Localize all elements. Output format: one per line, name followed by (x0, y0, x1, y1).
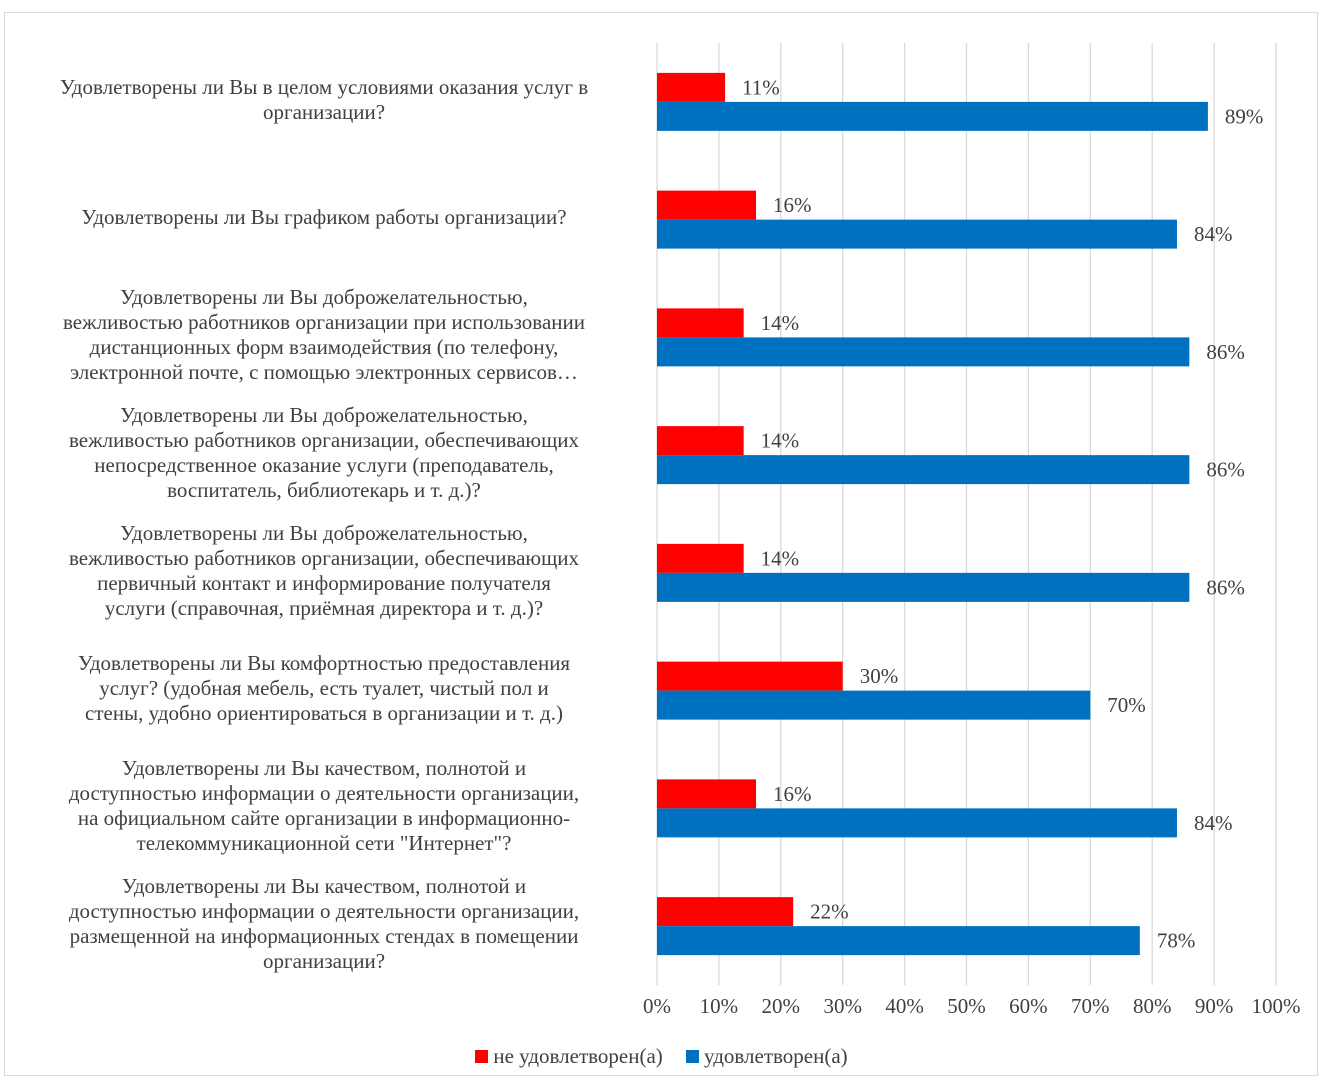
category-label-line: стены, удобно ориентироваться в организа… (85, 701, 563, 726)
category-label-line: Удовлетворены ли Вы в целом условиями ок… (59, 74, 589, 99)
data-label: 11% (742, 75, 780, 99)
data-label: 70% (1107, 693, 1146, 717)
x-tick-label: 70% (1071, 994, 1110, 1018)
category-label-line: дистанционных форм взаимодействия (по те… (89, 335, 559, 360)
category-label-line: вежливостью работников организации, обес… (68, 545, 580, 570)
x-tick-label: 0% (643, 994, 671, 1018)
bar-not-satisfied (657, 308, 744, 338)
data-label: 16% (773, 193, 812, 217)
data-label: 78% (1157, 929, 1196, 953)
bar-not-satisfied (657, 779, 757, 809)
x-tick-label: 50% (947, 994, 986, 1018)
x-tick-label: 80% (1133, 994, 1172, 1018)
category-label-line: организации? (262, 99, 386, 124)
data-label: 14% (761, 311, 800, 335)
data-label: 86% (1206, 575, 1245, 599)
category-label: Удовлетворены ли Вы доброжелательностью,… (10, 521, 638, 621)
category-label-line: на официальном сайте организации в инфор… (77, 806, 571, 831)
category-label-line: телекоммуникационной сети "Интернет"? (136, 831, 512, 856)
category-label-line: вежливостью работников организации при и… (63, 310, 585, 335)
category-label-line: непосредственное оказание услуги (препод… (94, 453, 554, 478)
bar-satisfied (657, 455, 1190, 485)
legend-swatch-satisfied (686, 1050, 700, 1063)
bar-not-satisfied (657, 72, 726, 102)
bar-not-satisfied (657, 543, 744, 573)
legend: не удовлетворен(а) удовлетворен(а) (0, 1044, 1323, 1069)
data-label: 22% (810, 900, 849, 924)
category-label: Удовлетворены ли Вы комфортностью предос… (10, 651, 638, 726)
bar-not-satisfied (657, 897, 794, 927)
data-label: 89% (1225, 104, 1264, 128)
x-tick-label: 60% (1009, 994, 1048, 1018)
bar-satisfied (657, 690, 1091, 720)
category-label-line: Удовлетворены ли Вы качеством, полнотой … (121, 874, 527, 899)
chart-frame (4, 12, 1318, 1076)
data-label: 14% (761, 546, 800, 570)
bar-satisfied (657, 572, 1190, 602)
category-label: Удовлетворены ли Вы доброжелательностью,… (10, 285, 638, 385)
category-label: Удовлетворены ли Вы в целом условиями ок… (10, 75, 638, 125)
data-label: 86% (1206, 458, 1245, 482)
category-label-line: Удовлетворены ли Вы доброжелательностью, (120, 403, 528, 428)
x-tick-label: 30% (823, 994, 862, 1018)
legend-label-not-satisfied: не удовлетворен(а) (493, 1044, 663, 1068)
bar-not-satisfied (657, 426, 744, 456)
category-label: Удовлетворены ли Вы доброжелательностью,… (10, 403, 638, 503)
bar-not-satisfied (657, 661, 843, 691)
bar-satisfied (657, 219, 1177, 249)
category-label-line: Удовлетворены ли Вы графиком работы орга… (81, 205, 567, 230)
data-label: 86% (1206, 340, 1245, 364)
category-label-line: Удовлетворены ли Вы доброжелательностью, (120, 520, 528, 545)
category-label: Удовлетворены ли Вы качеством, полнотой … (10, 756, 638, 856)
bar-satisfied (657, 808, 1177, 838)
x-tick-label: 40% (885, 994, 924, 1018)
category-label-line: Удовлетворены ли Вы доброжелательностью, (120, 285, 528, 310)
bar-satisfied (657, 926, 1140, 956)
data-label: 14% (761, 429, 800, 453)
legend-swatch-not-satisfied (475, 1050, 489, 1063)
category-label: Удовлетворены ли Вы графиком работы орга… (10, 205, 638, 230)
category-label-line: доступностью информации о деятельности о… (68, 899, 580, 924)
legend-label-satisfied: удовлетворен(а) (704, 1044, 848, 1068)
category-label-line: доступностью информации о деятельности о… (68, 781, 580, 806)
legend-item-satisfied: удовлетворен(а) (686, 1044, 848, 1069)
x-tick-label: 10% (700, 994, 739, 1018)
category-label: Удовлетворены ли Вы качеством, полнотой … (10, 874, 638, 974)
category-label-line: организации? (262, 949, 386, 974)
data-label: 84% (1194, 222, 1233, 246)
data-label: 84% (1194, 811, 1233, 835)
category-label-line: услуг? (удобная мебель, есть туалет, чис… (99, 676, 549, 701)
data-label: 16% (773, 782, 812, 806)
data-label: 30% (860, 664, 899, 688)
category-label-line: электронной почте, с помощью электронных… (70, 360, 578, 385)
category-label-line: первичный контакт и информирование получ… (97, 570, 551, 595)
x-tick-label: 20% (762, 994, 801, 1018)
bar-satisfied (657, 337, 1190, 367)
category-label-line: услуги (справочная, приёмная директора и… (104, 595, 544, 620)
category-label-line: Удовлетворены ли Вы качеством, полнотой … (121, 756, 527, 781)
category-label-line: Удовлетворены ли Вы комфортностью предос… (77, 651, 571, 676)
category-label-line: размещенной на информационных стендах в … (69, 924, 579, 949)
category-label-line: вежливостью работников организации, обес… (68, 428, 580, 453)
category-label-line: воспитатель, библиотекарь и т. д.)? (167, 478, 481, 503)
x-tick-label: 90% (1195, 994, 1234, 1018)
legend-item-not-satisfied: не удовлетворен(а) (475, 1044, 663, 1069)
bar-satisfied (657, 101, 1208, 131)
bar-not-satisfied (657, 190, 757, 220)
x-tick-label: 100% (1252, 994, 1301, 1018)
